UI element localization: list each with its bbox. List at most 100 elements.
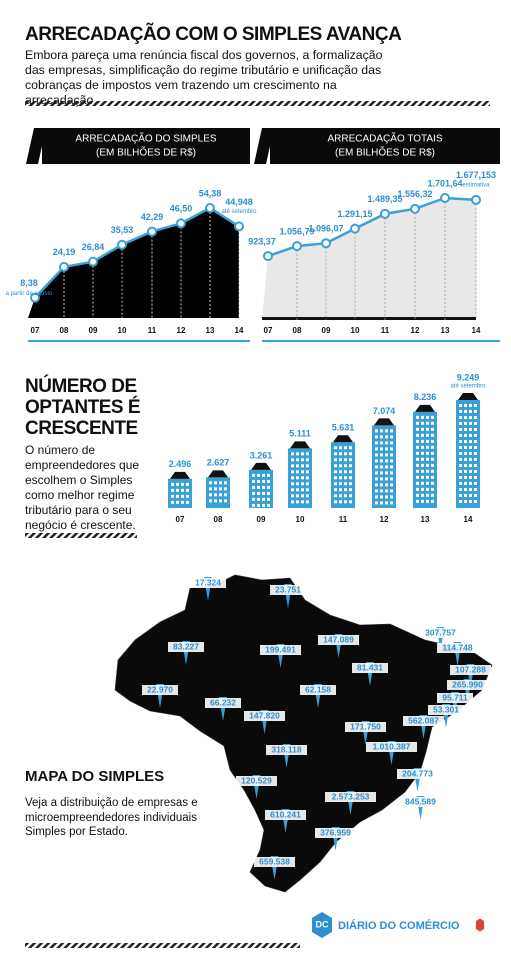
value-label: 1.056,79 — [279, 227, 314, 237]
window — [385, 501, 388, 505]
window — [416, 433, 419, 437]
x-tick-label: 09 — [89, 326, 98, 335]
window — [469, 464, 472, 467]
value-label: 1.677,153 — [456, 170, 496, 180]
window — [349, 500, 352, 504]
label-box — [366, 742, 417, 752]
window — [426, 481, 429, 485]
window — [385, 441, 388, 445]
window — [186, 482, 189, 486]
value-label: 2.496 — [169, 459, 192, 469]
window — [416, 445, 419, 449]
label-box — [345, 722, 386, 732]
window — [186, 488, 189, 492]
window — [464, 482, 467, 485]
title: ARRECADAÇÃO COM O SIMPLES AVANÇA — [25, 24, 402, 45]
window — [301, 470, 304, 474]
value-label: 1.556,32 — [397, 189, 432, 199]
window — [431, 475, 434, 479]
point — [205, 203, 215, 213]
window — [416, 469, 419, 473]
window — [219, 481, 222, 485]
window — [426, 469, 429, 473]
window — [459, 428, 462, 431]
window — [349, 452, 352, 456]
window — [380, 483, 383, 487]
window — [301, 500, 304, 504]
window — [421, 487, 424, 491]
window — [301, 464, 304, 468]
window — [349, 470, 352, 474]
label-box — [266, 745, 307, 755]
roof — [458, 393, 478, 400]
window — [469, 440, 472, 443]
window — [296, 500, 299, 504]
x-tick-label: 10 — [296, 515, 305, 524]
window — [214, 481, 217, 485]
x-tick-label: 12 — [380, 515, 389, 524]
window — [416, 457, 419, 461]
divider — [25, 101, 490, 106]
window — [262, 485, 265, 489]
window — [474, 452, 477, 455]
map-label: 147.089 — [323, 634, 354, 644]
window — [474, 422, 477, 425]
point — [410, 203, 420, 214]
area — [262, 198, 476, 320]
window — [224, 487, 227, 491]
banner-accent — [26, 128, 46, 164]
window — [426, 499, 429, 503]
window — [171, 494, 174, 498]
window — [459, 470, 462, 473]
window — [474, 488, 477, 491]
roof — [333, 435, 353, 443]
map-label: 17.324 — [195, 577, 221, 587]
window — [431, 433, 434, 437]
window — [209, 487, 212, 491]
window — [349, 458, 352, 462]
window — [469, 410, 472, 413]
label-box — [265, 810, 306, 820]
window — [219, 487, 222, 491]
window — [301, 476, 304, 480]
window — [344, 476, 347, 480]
map-label: 376.959 — [320, 827, 351, 837]
x-tick-label: 09 — [322, 326, 331, 335]
window — [390, 501, 393, 505]
window — [416, 487, 419, 491]
label-box — [260, 645, 301, 655]
window — [291, 464, 294, 468]
window — [306, 476, 309, 480]
window — [181, 494, 184, 498]
window — [375, 459, 378, 463]
window — [375, 441, 378, 445]
window — [464, 476, 467, 479]
window — [474, 404, 477, 407]
window — [344, 464, 347, 468]
window — [214, 499, 217, 503]
window — [306, 458, 309, 462]
window — [464, 500, 467, 503]
window — [474, 464, 477, 467]
window — [334, 500, 337, 504]
window — [375, 471, 378, 475]
label-box — [236, 776, 277, 786]
window — [464, 422, 467, 425]
window — [267, 491, 270, 495]
window — [339, 452, 342, 456]
window — [469, 476, 472, 479]
window — [431, 421, 434, 425]
window — [380, 453, 383, 457]
window — [257, 491, 260, 495]
window — [469, 434, 472, 437]
value-label: 923,37 — [248, 236, 276, 246]
window — [291, 458, 294, 462]
window — [426, 421, 429, 425]
window — [416, 499, 419, 503]
x-tick-label: 09 — [257, 515, 266, 524]
window — [339, 446, 342, 450]
window — [464, 446, 467, 449]
window — [390, 465, 393, 469]
window — [459, 446, 462, 449]
banner-accent — [254, 128, 274, 164]
